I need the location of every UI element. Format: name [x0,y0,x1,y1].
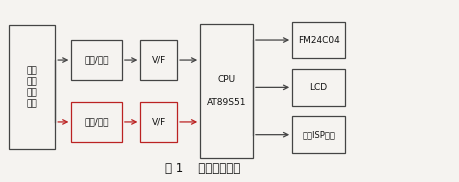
Text: 并行ISP下载: 并行ISP下载 [302,130,334,139]
Bar [140,102,177,142]
Text: CPU

AT89S51: CPU AT89S51 [207,75,246,107]
Text: V/F: V/F [151,56,165,65]
Text: 电阻/电压: 电阻/电压 [84,117,109,126]
Text: V/F: V/F [151,117,165,126]
Text: FM24C04: FM24C04 [297,35,339,45]
Bar [291,116,344,153]
Bar [291,69,344,106]
Bar [9,25,55,149]
Text: 电阻/电压: 电阻/电压 [84,56,109,65]
Text: LCD: LCD [309,83,327,92]
Bar [140,40,177,80]
Bar [71,102,122,142]
Bar [200,24,252,158]
Bar [291,22,344,58]
Text: 发黑
复合
导电
材料: 发黑 复合 导电 材料 [27,66,38,108]
Bar [71,40,122,80]
Text: 图 1    系统原理框图: 图 1 系统原理框图 [164,162,240,175]
